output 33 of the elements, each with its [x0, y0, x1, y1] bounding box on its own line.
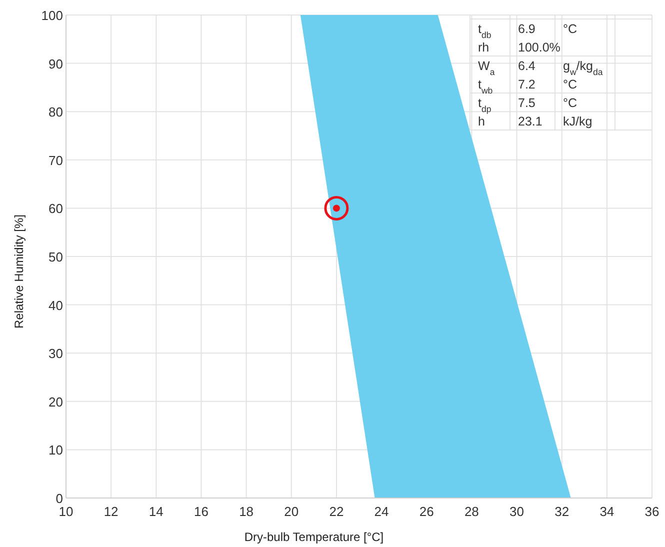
text: h 23.1 kJ/kg [478, 114, 592, 128]
text: W$_{a}$ 6.4 g$_{w}$/kg$_{da}$ [478, 59, 603, 77]
x-tick-label: 12 [104, 504, 118, 519]
x-tick-label: 34 [600, 504, 614, 519]
y-tick-label: 90 [48, 56, 63, 72]
y-tick-label: 30 [48, 346, 63, 362]
x-tick-label: 32 [554, 504, 570, 519]
y-tick-label: 60 [48, 201, 63, 216]
x-tick-label: 16 [194, 504, 208, 519]
text: t$_{dp}$ 7.5 °C [478, 96, 578, 114]
x-tick-label: 14 [148, 504, 164, 519]
x-tick-label: 20 [284, 504, 299, 519]
y-tick-label: 0 [56, 491, 63, 506]
y-tick-label: 20 [48, 394, 63, 410]
x-tick-label: 26 [419, 504, 434, 519]
text: t$_{wb}$ 7.2 °C [478, 78, 578, 96]
y-tick-label: 50 [48, 250, 63, 264]
text: rh 100.0% [478, 40, 560, 54]
y-tick-label: 40 [48, 298, 63, 313]
x-tick-label: 24 [374, 504, 389, 519]
x-tick-label: 22 [329, 504, 344, 519]
text: t$_{db}$ 6.9 °C [478, 22, 578, 40]
x-tick-label: 10 [58, 504, 74, 519]
x-tick-label: 18 [239, 504, 254, 519]
y-axis-title: Relative Humidity [%] [12, 214, 26, 329]
x-tick-label: 28 [464, 504, 479, 519]
y-tick-label: 100 [41, 8, 63, 23]
x-tick-label: 36 [644, 504, 660, 519]
y-tick-label: 10 [48, 442, 63, 458]
x-axis-title: Dry-bulb Temperature [°C] [244, 530, 384, 544]
x-tick-label: 30 [510, 504, 524, 519]
y-tick-label: 70 [48, 152, 63, 168]
y-tick-label: 80 [48, 104, 63, 120]
